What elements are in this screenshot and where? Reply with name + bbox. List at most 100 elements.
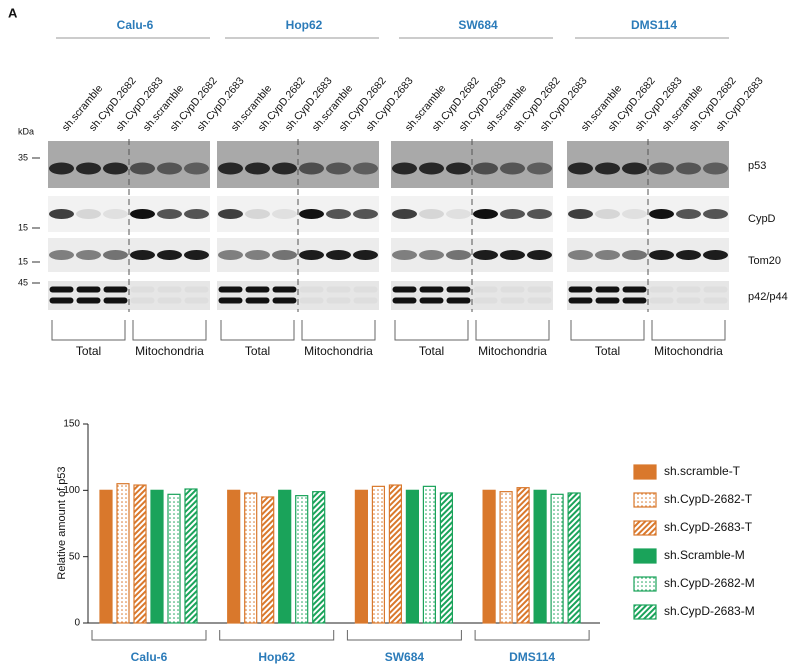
band	[446, 162, 471, 175]
band	[49, 250, 74, 260]
band	[649, 286, 674, 293]
x-tick-label: DMS114	[509, 650, 555, 664]
legend-label: sh.Scramble-M	[664, 548, 745, 562]
bar	[550, 493, 564, 624]
band	[568, 297, 593, 304]
protein-label: Tom20	[748, 255, 781, 267]
bar	[312, 491, 326, 624]
panel-label: A	[8, 5, 18, 20]
fraction-bracket	[220, 320, 295, 341]
kda-marker: 15	[18, 222, 28, 232]
band	[326, 286, 351, 293]
blot-panel	[391, 281, 553, 310]
band	[353, 250, 378, 260]
band	[622, 162, 647, 175]
band	[622, 286, 647, 293]
band	[500, 250, 525, 260]
band	[527, 209, 552, 219]
band	[649, 297, 674, 304]
legend-label: sh.CypD-2683-M	[664, 604, 755, 618]
band	[272, 209, 297, 219]
bar	[567, 492, 581, 624]
band	[500, 297, 525, 304]
fraction-bracket	[301, 320, 376, 341]
band	[595, 286, 620, 293]
band	[595, 250, 620, 260]
y-tick-label: 50	[69, 551, 81, 562]
fraction-bracket	[132, 320, 207, 341]
band	[184, 297, 209, 304]
band	[703, 250, 728, 260]
band	[272, 297, 297, 304]
band	[299, 297, 324, 304]
band	[446, 297, 471, 304]
bar	[482, 489, 496, 624]
band	[676, 209, 701, 219]
protein-label: p53	[748, 160, 766, 172]
fraction-bracket	[51, 320, 126, 341]
band	[473, 250, 498, 260]
band	[326, 250, 351, 260]
cell-line-label: Calu-6	[117, 18, 154, 32]
kda-marker: 35	[18, 152, 28, 162]
band	[419, 286, 444, 293]
legend-swatch	[633, 520, 657, 536]
band	[49, 297, 74, 304]
category-bracket	[346, 630, 462, 641]
bar	[295, 495, 309, 624]
band	[392, 209, 417, 219]
bar	[261, 496, 275, 624]
band	[49, 286, 74, 293]
band	[649, 162, 674, 175]
bar	[150, 489, 164, 624]
kda-marker: 45	[18, 277, 28, 287]
band	[676, 286, 701, 293]
band	[500, 209, 525, 219]
band	[595, 297, 620, 304]
fraction-bracket	[394, 320, 469, 341]
band	[703, 297, 728, 304]
band	[326, 297, 351, 304]
legend-label: sh.CypD-2682-T	[664, 492, 753, 506]
fraction-label: Total	[245, 344, 270, 358]
bar	[278, 489, 292, 624]
band	[676, 297, 701, 304]
band	[568, 162, 593, 175]
x-tick-label: Calu-6	[131, 650, 168, 664]
fraction-label: Total	[595, 344, 620, 358]
bar	[167, 493, 181, 624]
blot-panel	[48, 281, 210, 310]
band	[103, 162, 128, 175]
band	[353, 209, 378, 219]
band	[49, 209, 74, 219]
band	[703, 286, 728, 293]
band	[392, 162, 417, 175]
band	[326, 162, 351, 175]
band	[272, 286, 297, 293]
bar	[133, 484, 147, 624]
band	[245, 297, 270, 304]
y-tick-label: 150	[63, 419, 80, 430]
band	[157, 250, 182, 260]
band	[130, 250, 155, 260]
y-tick-label: 100	[63, 485, 80, 496]
bar	[184, 488, 198, 624]
cell-line-label: SW684	[458, 18, 498, 32]
bar	[354, 489, 368, 624]
bar	[533, 489, 547, 624]
fraction-label: Total	[76, 344, 101, 358]
band	[622, 209, 647, 219]
band	[419, 162, 444, 175]
band	[157, 162, 182, 175]
band	[76, 297, 101, 304]
band	[595, 209, 620, 219]
band	[446, 250, 471, 260]
y-tick-label: 0	[74, 618, 80, 629]
band	[595, 162, 620, 175]
band	[218, 250, 243, 260]
band	[568, 250, 593, 260]
kda-label: kDa	[18, 126, 34, 136]
band	[245, 250, 270, 260]
band	[218, 162, 243, 175]
band	[103, 250, 128, 260]
